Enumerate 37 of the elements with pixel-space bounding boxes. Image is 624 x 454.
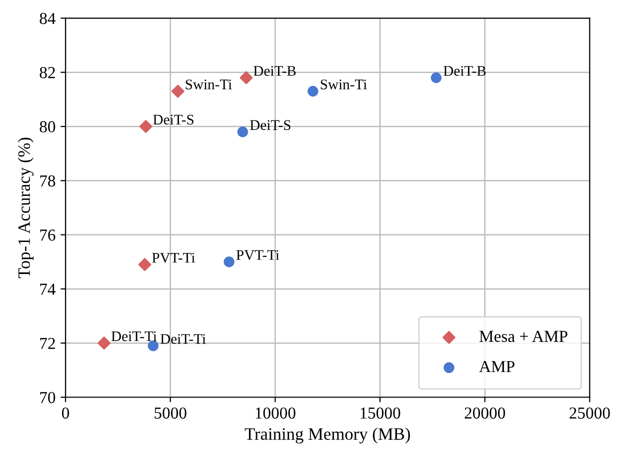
annotation: DeiT-S <box>153 114 194 125</box>
x-tick-label: 10000 <box>256 407 296 419</box>
annotation: PVT-Ti <box>236 250 280 260</box>
annotation: Swin-Ti <box>320 80 367 90</box>
x-tick-label: 0 <box>62 407 70 419</box>
y-tick-label: 70 <box>40 392 56 404</box>
y-tick-label: 74 <box>40 284 56 295</box>
x-axis-title: Training Memory (MB) <box>244 428 410 444</box>
annotation: DeiT-Ti <box>111 331 157 342</box>
y-tick-label: 82 <box>40 67 55 78</box>
point <box>224 256 234 268</box>
y-tick-label: 76 <box>40 230 56 241</box>
point <box>237 126 248 138</box>
point <box>240 71 253 84</box>
x-tick-label: 5000 <box>154 407 186 419</box>
annotation: DeiT-B <box>444 66 486 76</box>
x-tick-label: 25000 <box>570 407 610 419</box>
y-tick-label: 84 <box>40 12 56 24</box>
point <box>430 72 442 84</box>
x-tick-label: 20000 <box>464 407 506 419</box>
y-tick-label: 78 <box>40 175 56 187</box>
annotation: DeiT-S <box>250 120 290 130</box>
annotation: PVT-Ti <box>152 252 195 263</box>
point <box>171 84 184 98</box>
point <box>98 336 111 350</box>
annotation: DeiT-Ti <box>160 334 206 344</box>
annotation: DeiT-B <box>254 66 296 76</box>
point <box>139 120 152 133</box>
y-axis-title: Top-1 Accuracy (%) <box>18 138 34 278</box>
y-tick-label: 80 <box>40 121 56 132</box>
legend-label: Mesa + AMP <box>479 330 568 342</box>
y-tick-label: 72 <box>40 338 55 349</box>
annotation: Swin-Ti <box>186 80 232 90</box>
legend-label: AMP <box>479 361 514 372</box>
point <box>308 86 318 97</box>
x-tick-label: 15000 <box>360 407 400 419</box>
point <box>138 258 152 272</box>
